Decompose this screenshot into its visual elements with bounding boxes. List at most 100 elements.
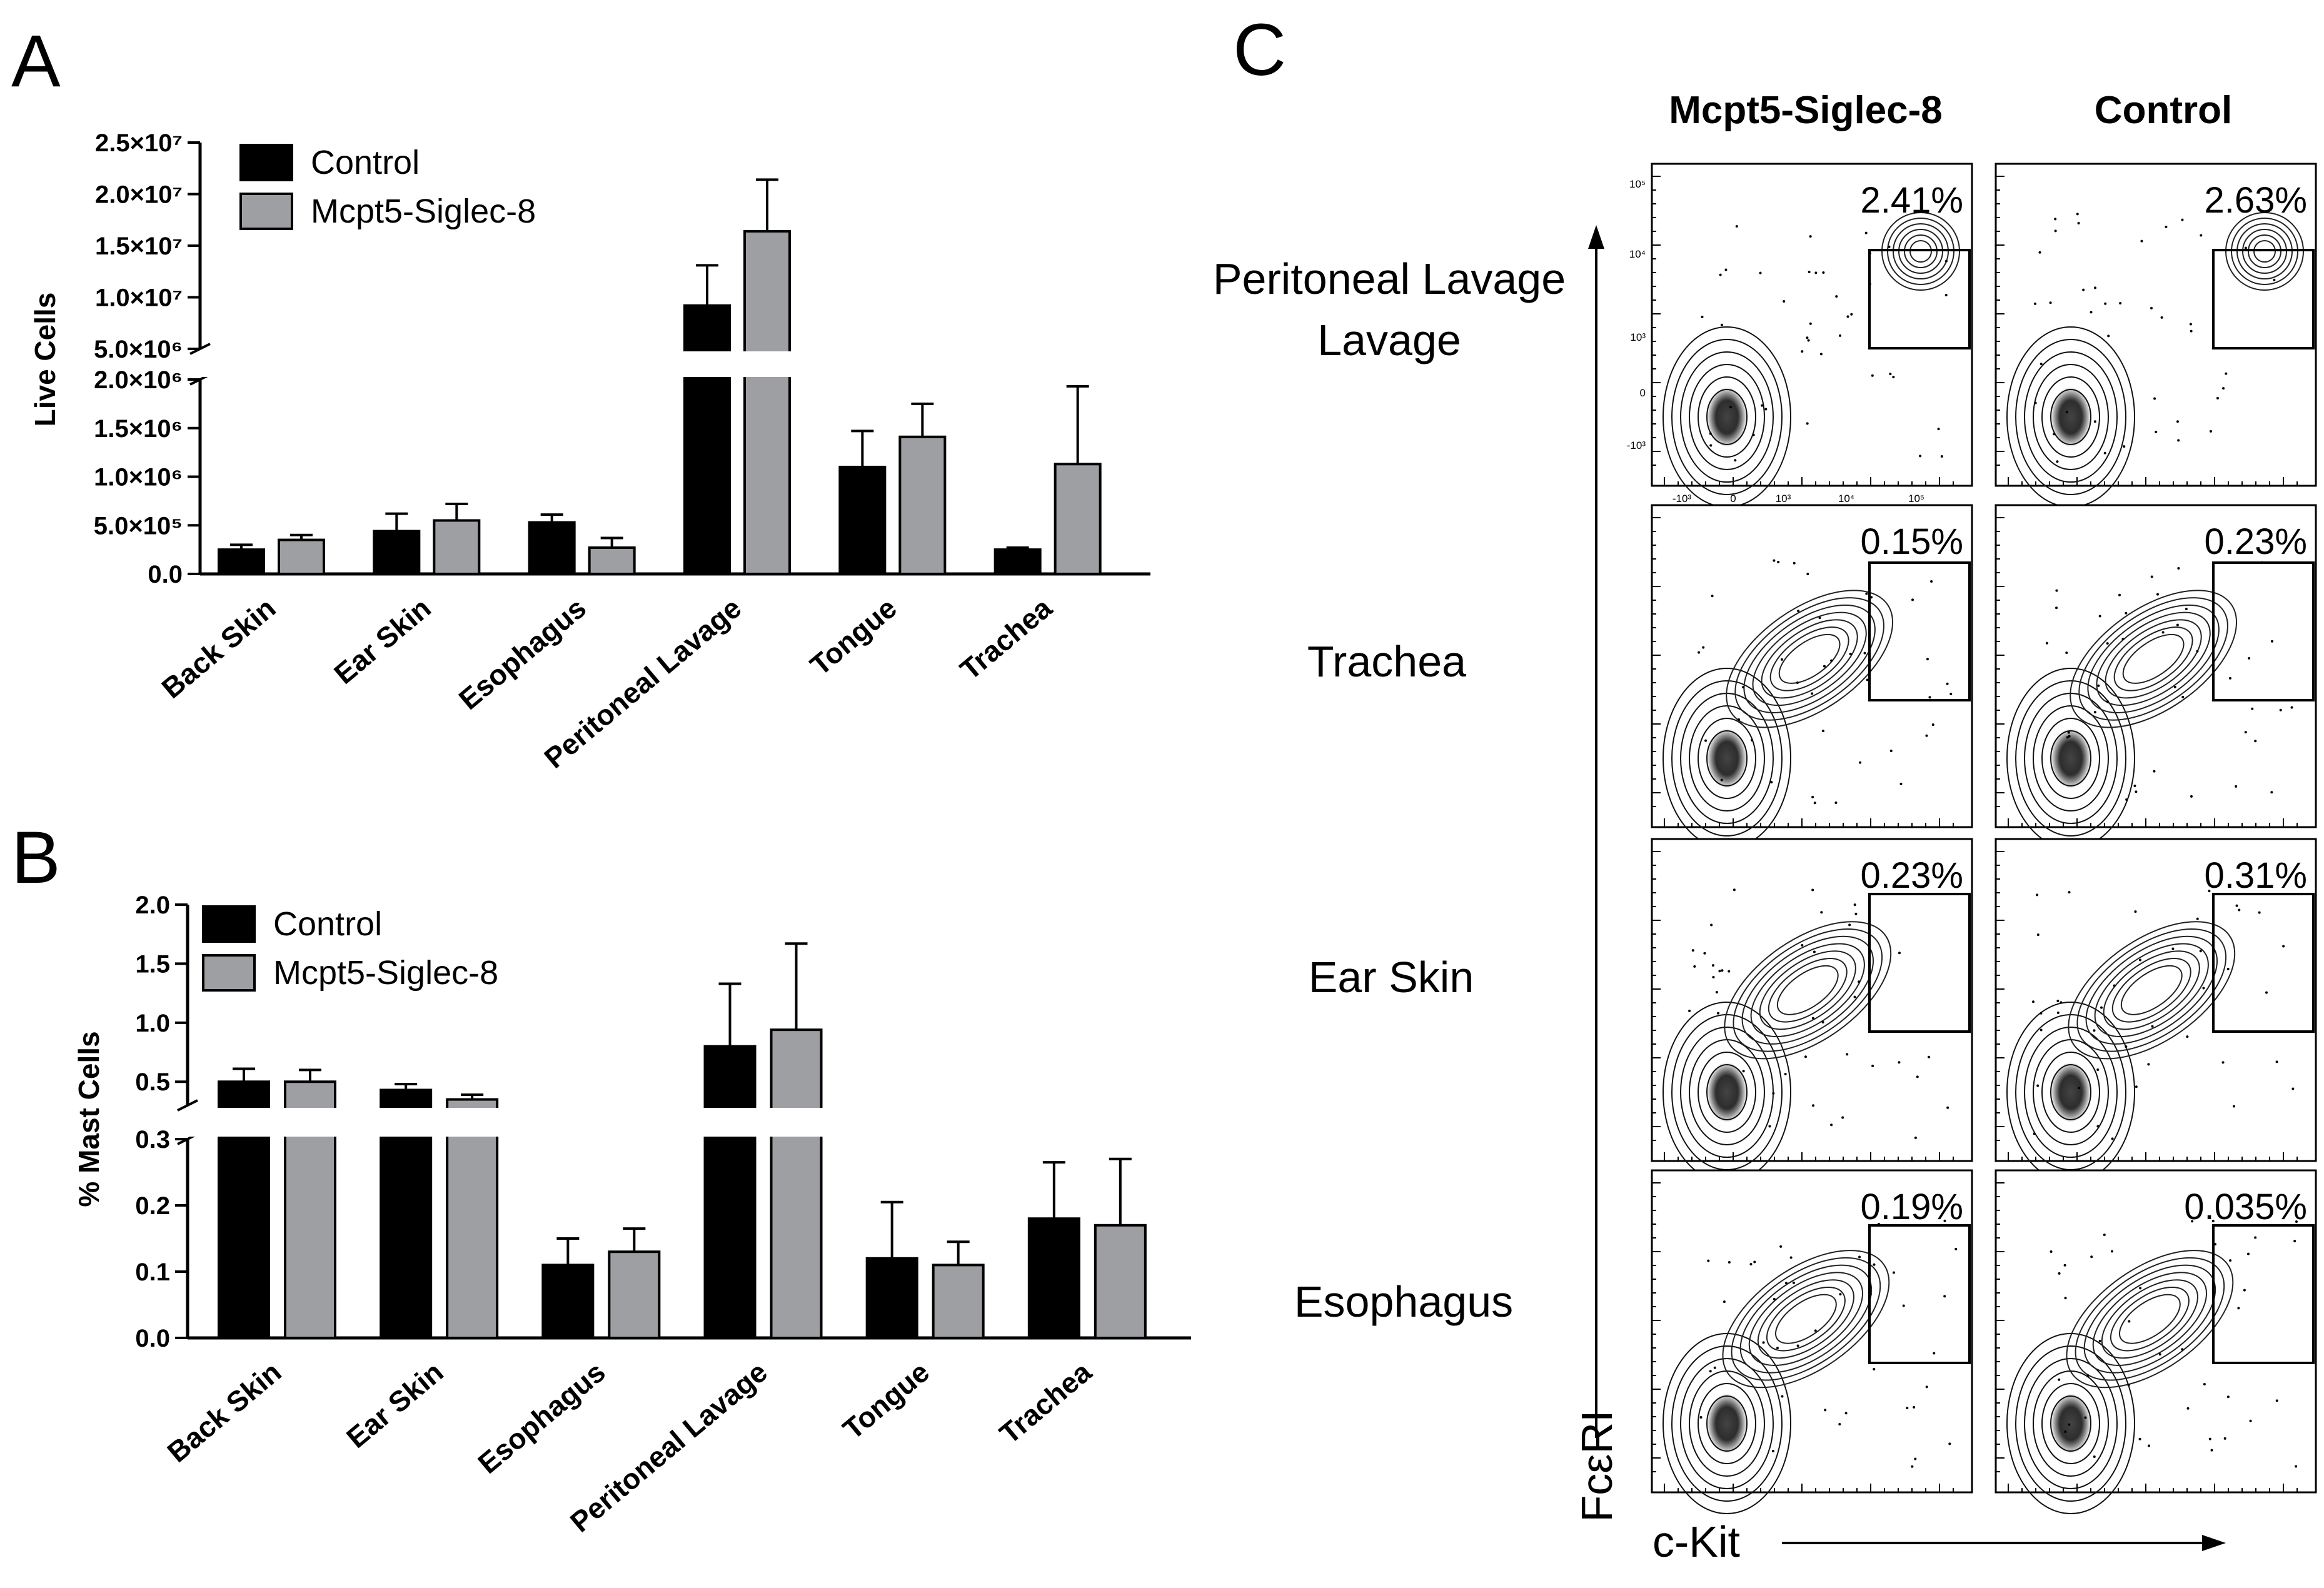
event-dot [2238, 908, 2241, 912]
event-dot [1943, 1295, 1946, 1298]
event-dot [1715, 991, 1718, 994]
flow-plot-esophagus-mcpt5-siglec-8: 0.19% [1651, 1169, 1973, 1514]
event-dot [2203, 1382, 2206, 1385]
y-tick-label: 0.0 [135, 1325, 170, 1352]
axis-break-gap [190, 1108, 1194, 1137]
event-dot [2050, 1250, 2053, 1253]
contour-ring-diagonal [2076, 928, 2227, 1052]
bar-control-tongue [838, 465, 887, 576]
contour-ring-diagonal [2066, 1250, 2234, 1389]
event-dot [2082, 288, 2085, 291]
gate-box [1868, 893, 1971, 1033]
y-tick-label: 0.0 [148, 561, 183, 588]
chart-a-legend: Control Mcpt5-Siglec-8 [239, 144, 536, 230]
event-dot [1711, 964, 1714, 967]
event-dot [2064, 1430, 2067, 1434]
event-dot [2133, 784, 2136, 787]
event-dot [2225, 372, 2228, 375]
event-dot [2228, 676, 2231, 680]
event-dot [2063, 1264, 2066, 1267]
event-dot [1713, 1366, 1716, 1369]
event-dot [1820, 911, 1823, 914]
contour-ring [2006, 1333, 2135, 1514]
row-label-peritoneal: Peritoneal Lavage [1213, 254, 1566, 303]
event-dot [2190, 795, 2193, 798]
event-dot [1702, 646, 1705, 649]
contour-ring-diagonal [2103, 950, 2200, 1030]
contour-ring [2041, 718, 2100, 799]
event-dot [1724, 268, 1728, 271]
event-dot [1770, 781, 1773, 784]
event-dot [1849, 653, 1852, 656]
flow-x-tick-label: 10³ [1776, 493, 1791, 505]
event-dot [1811, 888, 1814, 892]
contour-ring [1671, 680, 1783, 837]
category-label-trachea: Trachea [993, 1355, 1098, 1450]
event-dot [2258, 911, 2261, 914]
event-dot [1796, 1344, 1799, 1347]
event-dot [1848, 923, 1851, 927]
event-dot [2067, 731, 2070, 734]
event-dot [1809, 235, 1812, 238]
event-dot [1863, 651, 1866, 655]
event-dot [1919, 455, 1922, 458]
flow-plot-frame [1995, 1169, 2317, 1494]
contour-ring [2024, 351, 2118, 483]
contour-core [2051, 1062, 2091, 1122]
event-dot [2077, 221, 2080, 224]
event-dot [2084, 1416, 2087, 1419]
x-axis-arrowhead [2202, 1535, 2226, 1551]
y-tick-label: 1.0 [135, 1010, 170, 1037]
gate-box [2212, 249, 2315, 349]
event-dot [1898, 952, 1901, 955]
event-dot [1717, 1012, 1720, 1015]
event-dot [2058, 1272, 2061, 1275]
event-dot [2147, 1063, 2150, 1066]
event-dot [1777, 561, 1780, 564]
contour-ring-diagonal [2092, 1272, 2208, 1366]
flow-x-tick-label: 10⁵ [1908, 493, 1924, 505]
event-dot [1797, 610, 1800, 613]
event-dot [1913, 1405, 1916, 1409]
gate-box [2212, 893, 2315, 1033]
event-dot [2134, 910, 2137, 913]
event-dot [2181, 218, 2184, 221]
event-dot [2209, 430, 2212, 433]
gate-percentage-label: 0.31% [2205, 855, 2307, 896]
event-dot [2155, 430, 2158, 433]
event-dot [1889, 749, 1893, 752]
contour-ring-diagonal [2118, 1294, 2181, 1344]
event-dot [1806, 422, 1809, 425]
contour-ring [1698, 376, 1756, 458]
contour-ring-diagonal [2096, 611, 2211, 706]
y-tick-label: 1.0×10⁶ [94, 464, 183, 491]
event-dot [2290, 706, 2293, 709]
event-dot [2295, 1465, 2298, 1468]
event-dot [2090, 311, 2093, 314]
event-dot [2251, 707, 2254, 710]
column-header-mcpt5: Mcpt5-Siglec-8 [1669, 89, 1943, 132]
event-dot [2295, 1220, 2298, 1224]
contour-ring-diagonal [1739, 1264, 1873, 1374]
bar-mcpt5-siglec-8-ear-skin [446, 1098, 499, 1339]
event-dot [1768, 1125, 1771, 1128]
event-dot [2055, 589, 2058, 592]
event-dot [2093, 711, 2096, 714]
event-dot [2211, 1220, 2215, 1223]
event-dot [2190, 329, 2193, 333]
category-label-tongue: Tongue [804, 591, 903, 681]
contour-ring-diagonal [1743, 604, 1876, 713]
event-dot [2177, 439, 2180, 442]
gate-box [1868, 1224, 1971, 1364]
event-dot [1691, 949, 1694, 952]
event-dot [1854, 912, 1858, 915]
event-dot [1949, 692, 1953, 695]
category-label-tongue: Tongue [837, 1355, 935, 1445]
bar-mcpt5-siglec-8-trachea [1094, 1224, 1147, 1340]
contour-ring [1689, 705, 1765, 812]
event-dot [1804, 1055, 1807, 1058]
event-dot [2040, 1012, 2043, 1015]
event-dot [1807, 339, 1810, 342]
contour-ring [1698, 1052, 1756, 1133]
